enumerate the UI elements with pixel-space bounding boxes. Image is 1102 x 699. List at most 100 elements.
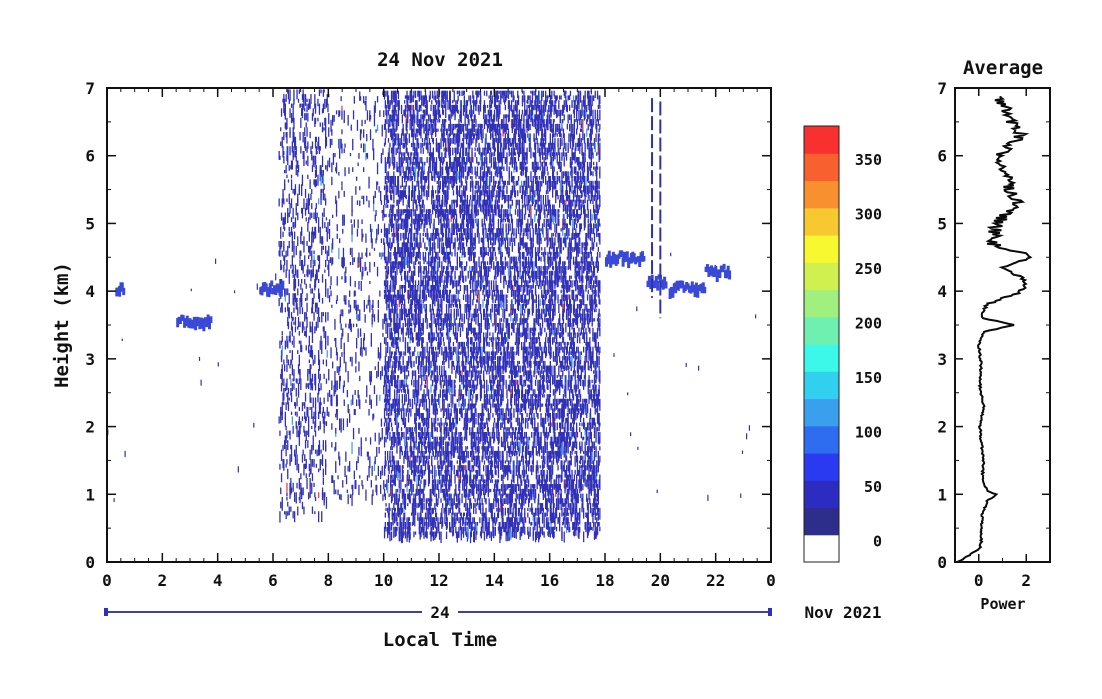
noise-mark xyxy=(448,166,450,176)
noise-mark xyxy=(420,275,422,287)
noise-mark xyxy=(391,185,393,194)
noise-mark xyxy=(426,375,428,387)
noise-mark xyxy=(433,204,435,210)
noise-mark xyxy=(390,128,392,138)
noise-mark xyxy=(431,299,434,311)
noise-mark xyxy=(390,332,393,340)
noise-mark xyxy=(388,161,390,169)
noise-mark xyxy=(305,217,307,222)
noise-mark xyxy=(405,242,407,253)
noise-mark xyxy=(405,413,407,417)
noise-mark xyxy=(336,380,338,391)
noise-mark xyxy=(282,188,284,198)
noise-mark xyxy=(394,507,396,518)
noise-mark xyxy=(288,212,290,218)
noise-mark xyxy=(466,313,468,320)
noise-mark xyxy=(472,119,474,130)
noise-mark xyxy=(429,432,431,442)
noise-mark xyxy=(344,299,346,305)
noise-mark xyxy=(419,104,421,109)
noise-mark xyxy=(425,446,427,454)
noise-mark xyxy=(449,90,451,101)
noise-mark xyxy=(423,417,425,427)
noise-mark xyxy=(280,383,283,392)
noise-mark xyxy=(451,176,453,183)
noise-mark xyxy=(278,241,280,247)
noise-mark xyxy=(387,185,389,193)
noise-mark xyxy=(425,142,427,150)
noise-mark xyxy=(463,398,465,410)
noise-mark xyxy=(418,294,420,302)
noise-mark xyxy=(391,128,393,136)
noise-mark xyxy=(318,198,320,205)
noise-mark xyxy=(412,218,414,225)
noise-mark xyxy=(308,98,310,109)
noise-mark xyxy=(426,213,428,225)
noise-mark xyxy=(290,226,293,236)
noise-mark xyxy=(448,375,450,387)
noise-mark xyxy=(431,379,434,387)
noise-mark xyxy=(457,356,459,363)
noise-mark xyxy=(365,252,367,256)
noise-mark xyxy=(315,269,317,281)
noise-mark xyxy=(414,157,417,163)
noise-mark xyxy=(376,181,379,186)
noise-mark xyxy=(422,289,424,299)
noise-mark xyxy=(453,209,455,220)
noise-mark xyxy=(414,531,417,535)
noise-mark xyxy=(421,465,423,475)
noise-mark xyxy=(456,128,458,139)
noise-mark xyxy=(426,384,428,397)
noise-mark xyxy=(414,441,416,448)
noise-mark xyxy=(294,188,296,196)
noise-mark xyxy=(409,531,411,540)
noise-mark xyxy=(469,199,471,207)
noise-mark xyxy=(400,247,402,258)
noise-mark xyxy=(421,332,423,337)
noise-mark xyxy=(452,280,455,288)
noise-mark xyxy=(356,309,358,320)
noise-mark xyxy=(400,294,402,304)
noise-mark xyxy=(435,413,437,424)
noise-mark xyxy=(278,198,280,207)
noise-mark xyxy=(471,427,473,436)
noise-mark xyxy=(422,394,424,403)
noise-mark xyxy=(460,512,462,519)
noise-mark xyxy=(404,251,407,263)
noise-mark xyxy=(443,176,445,184)
noise-mark xyxy=(419,261,421,273)
noise-mark xyxy=(472,517,474,524)
noise-mark xyxy=(290,359,292,366)
noise-mark xyxy=(300,250,302,257)
noise-mark xyxy=(445,356,448,361)
noise-mark xyxy=(339,148,341,159)
noise-mark xyxy=(297,350,299,354)
noise-mark xyxy=(469,360,471,373)
noise-mark xyxy=(440,128,442,132)
noise-mark xyxy=(408,157,410,161)
noise-mark xyxy=(390,488,393,497)
noise-mark xyxy=(415,161,417,167)
noise-mark xyxy=(459,123,462,134)
noise-mark xyxy=(425,104,427,116)
noise-mark xyxy=(459,384,462,394)
noise-mark xyxy=(462,185,465,197)
noise-mark xyxy=(459,327,462,333)
noise-mark xyxy=(369,281,371,284)
noise-mark xyxy=(445,389,448,400)
noise-mark xyxy=(298,340,300,344)
noise-mark xyxy=(383,142,386,147)
noise-mark xyxy=(323,89,325,93)
noise-mark xyxy=(387,323,389,328)
noise-mark xyxy=(461,313,463,321)
noise-mark xyxy=(421,209,424,218)
noise-mark xyxy=(429,498,431,511)
noise-mark xyxy=(282,193,284,203)
noise-mark xyxy=(332,214,334,218)
noise-mark xyxy=(449,474,451,482)
noise-mark xyxy=(463,351,465,356)
noise-mark xyxy=(452,360,454,366)
noise-mark xyxy=(318,89,321,97)
noise-mark xyxy=(471,204,473,214)
noise-mark xyxy=(408,488,410,500)
